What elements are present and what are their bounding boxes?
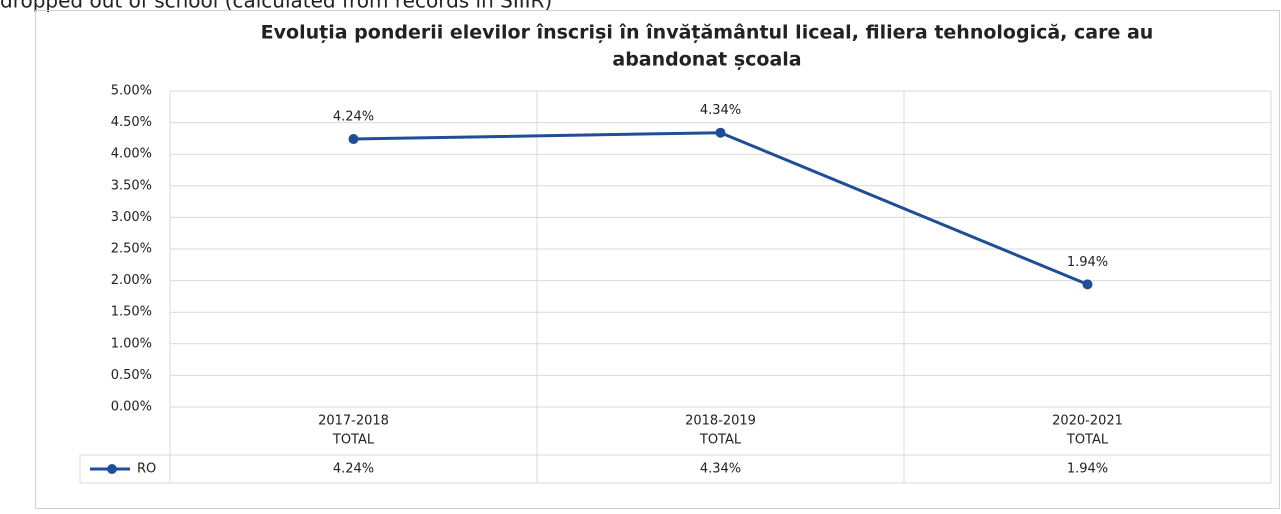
y-tick-label: 4.50% (111, 115, 152, 130)
point (1082, 279, 1093, 290)
y-tick-label: 5.00% (111, 84, 152, 99)
point (348, 134, 359, 145)
y-tick-label: 2.00% (111, 273, 152, 288)
y-tick-label: 1.00% (111, 336, 152, 351)
x-tick-label: 2017-2018 (318, 414, 389, 429)
table-cell: 4.24% (333, 462, 374, 477)
table-cell: 4.34% (700, 462, 741, 477)
y-tick-label: 1.50% (111, 305, 152, 320)
x-tick-label: TOTAL (699, 433, 742, 448)
y-tick-label: 3.00% (111, 210, 152, 225)
y-tick-label: 0.50% (111, 368, 152, 383)
x-tick-label: TOTAL (332, 433, 375, 448)
caption: dropped out of school (calculated from r… (0, 0, 552, 13)
data-label: 4.34% (700, 103, 741, 118)
chart-border (35, 10, 1280, 509)
x-tick-label: 2018-2019 (685, 414, 756, 429)
y-tick-label: 2.50% (111, 242, 152, 257)
point (715, 127, 726, 138)
y-tick-label: 0.00% (111, 400, 152, 415)
x-tick-label: 2020-2021 (1052, 414, 1123, 429)
chart-title: abandonat școala (612, 49, 801, 71)
y-tick-label: 3.50% (111, 178, 152, 193)
series-line (353, 131, 1089, 286)
legend-label: RO (137, 462, 156, 477)
y-tick-label: 4.00% (111, 147, 152, 162)
data-label: 1.94% (1067, 255, 1108, 270)
legend-marker (107, 464, 117, 474)
x-tick-label: TOTAL (1066, 433, 1109, 448)
chart-title: Evoluția ponderii elevilor înscriși în î… (261, 22, 1154, 44)
data-label: 4.24% (333, 110, 374, 125)
table-cell: 1.94% (1067, 462, 1108, 477)
